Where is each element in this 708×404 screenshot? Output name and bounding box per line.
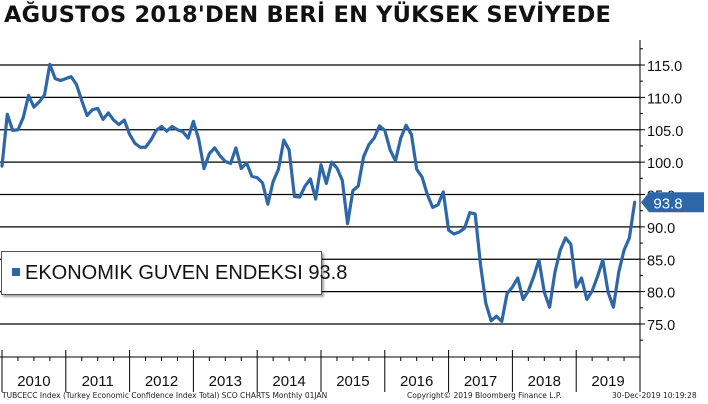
- y-tick-label: 90.0: [647, 221, 675, 237]
- y-tick-label: 85.0: [647, 253, 675, 269]
- x-tick-label: 2016: [400, 373, 433, 390]
- y-tick-label: 110.0: [647, 91, 682, 107]
- footer-timestamp: 30-Dec-2019 10:19:28: [612, 391, 697, 400]
- y-tick-label: 80.0: [647, 286, 675, 302]
- chart-title: AĞUSTOS 2018'DEN BERİ EN YÜKSEK SEVİYEDE: [4, 2, 612, 28]
- legend-swatch: [12, 268, 20, 276]
- series-layer: [0, 62, 637, 324]
- y-tick-label: 105.0: [647, 124, 683, 140]
- legend: EKONOMIK GUVEN ENDEKSI 93.8: [1, 251, 347, 295]
- y-tick-label: 75.0: [647, 318, 675, 334]
- x-tick-label: 2019: [591, 373, 624, 390]
- y-tick-label: 115.0: [647, 59, 682, 75]
- last-value-label: 93.8: [653, 195, 682, 212]
- last-value-badge: [641, 192, 704, 213]
- footer-copyright: Copyright© 2019 Bloomberg Finance L.P.: [407, 391, 562, 400]
- x-tick-label: 2014: [272, 373, 305, 390]
- footer-source: TUBCECC Index (Turkey Economic Confidenc…: [2, 391, 328, 400]
- x-tick-label: 2018: [528, 373, 561, 390]
- x-tick-label: 2010: [17, 373, 50, 390]
- x-tick-label: 2011: [82, 373, 114, 390]
- legend-label: EKONOMIK GUVEN ENDEKSI 93.8: [25, 262, 348, 284]
- x-axis: 2010 2011 2012 2013 2014 2015 2016 2017 2018 2019: [0, 350, 641, 392]
- series-line: [0, 62, 637, 324]
- x-tick-label: 2013: [209, 373, 242, 390]
- x-tick-label: 2012: [145, 373, 178, 390]
- last-value-marker: 93.8: [641, 192, 704, 213]
- chart-footer: TUBCECC Index (Turkey Economic Confidenc…: [0, 391, 708, 404]
- x-tick-label: 2017: [464, 373, 497, 390]
- y-tick-label: 100.0: [647, 156, 683, 172]
- x-tick-label: 2015: [336, 373, 369, 390]
